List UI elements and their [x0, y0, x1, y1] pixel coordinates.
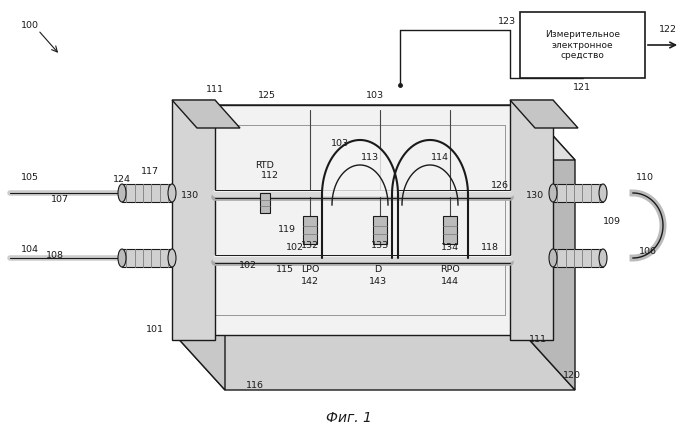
Text: 103: 103 — [331, 138, 349, 147]
Text: 104: 104 — [21, 246, 39, 255]
Text: 121: 121 — [573, 83, 591, 92]
Ellipse shape — [168, 249, 176, 267]
Text: 132: 132 — [301, 240, 319, 249]
Text: 118: 118 — [481, 243, 499, 252]
Bar — [122, 249, 172, 267]
Text: RPO: RPO — [440, 265, 460, 274]
Text: 130: 130 — [526, 190, 544, 200]
Text: Измерительное
электронное
средство: Измерительное электронное средство — [545, 30, 620, 60]
Text: 100: 100 — [21, 21, 39, 30]
Text: 142: 142 — [301, 277, 319, 286]
Text: 124: 124 — [113, 175, 131, 184]
Text: D: D — [375, 265, 382, 274]
Text: 116: 116 — [246, 381, 264, 390]
Text: 102: 102 — [239, 261, 257, 270]
Bar — [373, 216, 387, 244]
Text: 144: 144 — [441, 277, 459, 286]
Text: 102: 102 — [286, 243, 304, 252]
Text: Фиг. 1: Фиг. 1 — [326, 411, 372, 425]
Bar — [553, 249, 603, 267]
Text: 108: 108 — [46, 251, 64, 259]
Polygon shape — [175, 335, 575, 390]
Text: RTD: RTD — [256, 160, 275, 169]
Polygon shape — [175, 105, 225, 390]
Text: 105: 105 — [21, 173, 39, 182]
Bar — [553, 184, 603, 202]
Text: 101: 101 — [146, 326, 164, 335]
Polygon shape — [510, 100, 553, 340]
Ellipse shape — [168, 184, 176, 202]
Text: 130: 130 — [181, 190, 199, 200]
Polygon shape — [172, 100, 215, 340]
Text: 125: 125 — [258, 90, 276, 99]
Text: 134: 134 — [441, 243, 459, 252]
Text: 143: 143 — [369, 277, 387, 286]
Text: 120: 120 — [563, 371, 581, 380]
Text: 114: 114 — [431, 154, 449, 163]
Text: 119: 119 — [278, 225, 296, 234]
Text: 107: 107 — [51, 196, 69, 205]
Polygon shape — [172, 100, 240, 128]
Text: 133: 133 — [371, 240, 389, 249]
Text: 110: 110 — [636, 173, 654, 182]
Text: 113: 113 — [361, 154, 379, 163]
Polygon shape — [175, 105, 575, 160]
Polygon shape — [175, 105, 525, 335]
Text: 109: 109 — [603, 218, 621, 227]
Ellipse shape — [599, 184, 607, 202]
Ellipse shape — [599, 249, 607, 267]
Polygon shape — [525, 105, 575, 390]
Text: 111: 111 — [206, 86, 224, 95]
Bar — [122, 184, 172, 202]
Text: 103: 103 — [366, 90, 384, 99]
Bar — [260, 193, 270, 213]
Bar — [303, 216, 317, 244]
Text: 112: 112 — [261, 171, 279, 179]
Text: LPO: LPO — [301, 265, 319, 274]
Text: 123: 123 — [498, 18, 516, 27]
Bar — [443, 216, 457, 244]
Text: 106: 106 — [639, 248, 657, 257]
Bar — [520, 12, 645, 78]
Text: 111: 111 — [529, 335, 547, 344]
Ellipse shape — [549, 249, 557, 267]
Text: 115: 115 — [276, 265, 294, 274]
Polygon shape — [510, 100, 578, 128]
Text: 122: 122 — [659, 25, 677, 34]
Text: 117: 117 — [141, 168, 159, 176]
Ellipse shape — [549, 184, 557, 202]
Ellipse shape — [118, 249, 126, 267]
Text: 126: 126 — [491, 181, 509, 190]
Ellipse shape — [118, 184, 126, 202]
